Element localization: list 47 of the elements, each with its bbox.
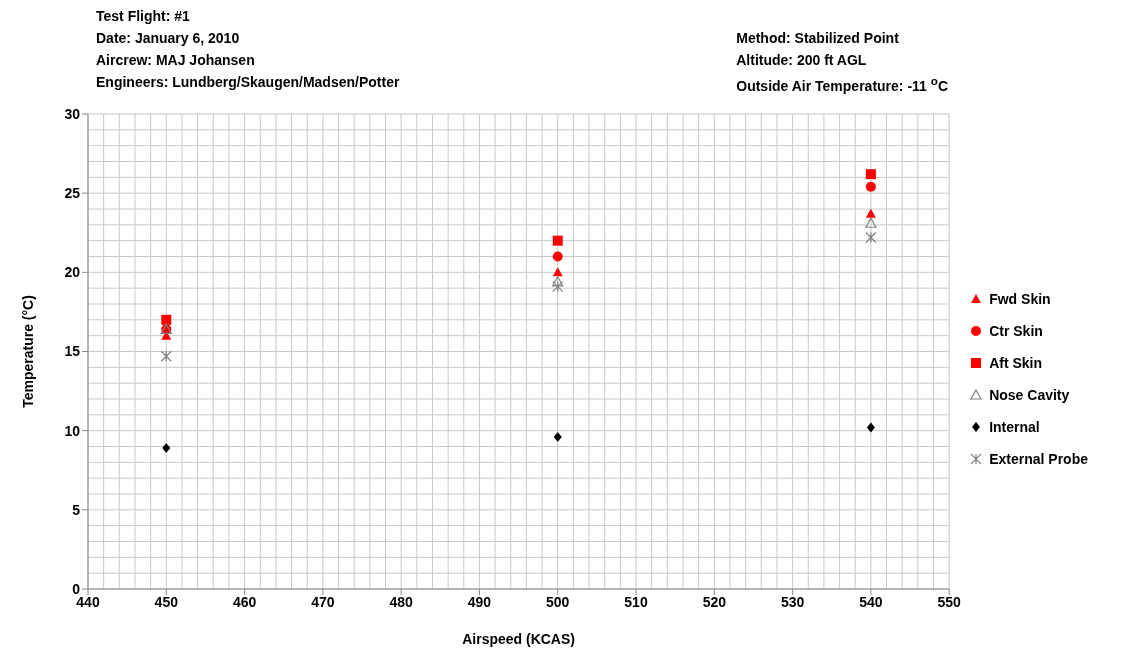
legend-label: Nose Cavity — [989, 387, 1070, 403]
point — [161, 314, 172, 325]
y-tick-label: 5 — [72, 501, 81, 518]
point — [866, 422, 875, 433]
text: Altitude: 200 ft AGL — [736, 52, 868, 70]
legend-label: External Probe — [989, 451, 1088, 467]
point — [865, 181, 876, 192]
point — [552, 251, 563, 262]
text: Outside Air Temperature: -11 $^{o}$C — [736, 74, 948, 96]
legend-label: Aft Skin — [989, 355, 1043, 371]
point — [552, 267, 563, 277]
legend-label: Internal — [989, 419, 1040, 435]
text: Method: Stabilized Point — [736, 30, 900, 48]
x-tick-label: 500 — [546, 593, 570, 610]
x-tick-label: 450 — [154, 593, 179, 610]
point — [552, 276, 564, 287]
point — [552, 280, 564, 293]
x-tick-label: 490 — [467, 593, 492, 610]
y-tick-label: 30 — [64, 105, 81, 122]
point — [865, 208, 876, 218]
point — [552, 235, 563, 246]
y-tick-label: 20 — [64, 264, 81, 281]
x-tick-label: 460 — [232, 593, 257, 610]
y-tick-label: 10 — [64, 422, 81, 439]
point — [162, 443, 171, 454]
text: Date: January 6, 2010 — [96, 30, 241, 48]
legend-label: Fwd Skin — [989, 291, 1051, 307]
point — [553, 432, 562, 442]
x-tick-label: 550 — [937, 593, 962, 610]
legend-label: Ctr Skin — [989, 323, 1043, 339]
text: Aircrew: MAJ Johansen — [96, 52, 256, 70]
text: Engineers: Lundberg/Skaugen/Madsen/Potter — [96, 74, 400, 92]
y-tick-label: 25 — [64, 185, 81, 202]
y-tick-label: 15 — [64, 343, 81, 360]
x-tick-label: 520 — [702, 593, 727, 610]
y-axis-title: Temperature (°C) — [19, 295, 36, 408]
x-axis-title: Airspeed (KCAS) — [462, 631, 575, 647]
x-tick-label: 510 — [624, 593, 648, 610]
point — [865, 217, 877, 228]
x-tick-label: 470 — [311, 593, 335, 610]
x-tick-label: 540 — [859, 593, 883, 610]
point — [865, 169, 876, 180]
point — [865, 231, 877, 244]
text: Test Flight: #1 — [96, 8, 191, 26]
point — [160, 350, 172, 362]
x-tick-label: 480 — [389, 593, 414, 610]
x-tick-label: 530 — [780, 593, 805, 610]
